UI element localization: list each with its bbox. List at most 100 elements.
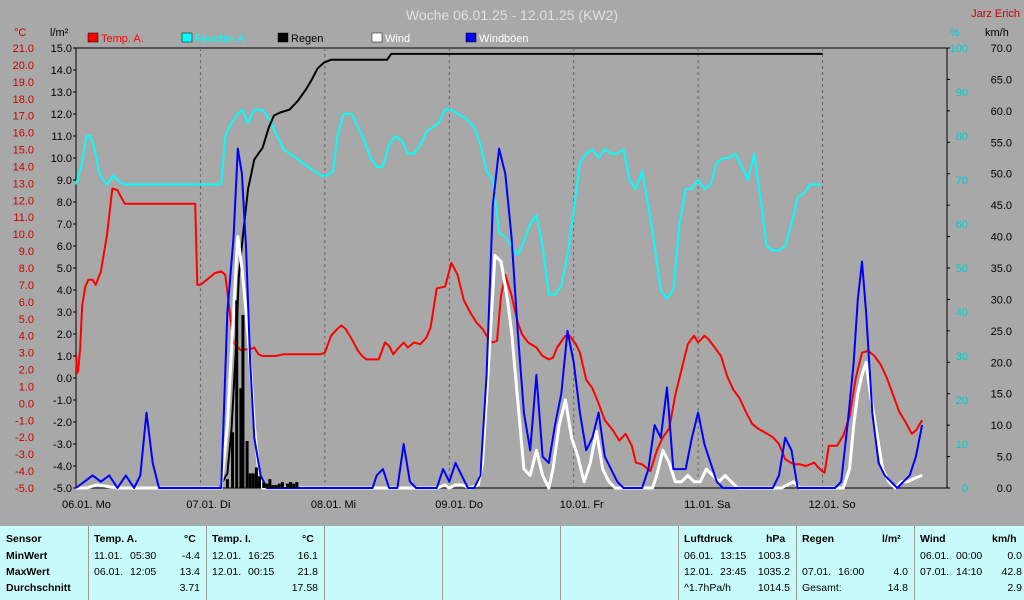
temp-a-max-value: 13.4 [179,566,200,578]
legend-label-temp: Temp. A. [101,33,144,45]
rain-max-time: 16:00 [838,566,865,578]
wind-tick-label: 50.0 [991,169,1012,181]
temp-i-min-value: 16.1 [297,550,318,562]
temp-tick-label: 4.0 [19,331,34,343]
x-tick-label: 10.01. Fr [560,499,604,511]
temp-a-unit: °C [184,533,196,545]
legend-label-hum: Feuchte A. [195,33,248,45]
temp-tick-label: 10.0 [13,229,34,241]
temp-tick-label: 15.0 [13,145,34,157]
wind-tick-label: 60.0 [991,106,1012,118]
temp-tick-label: -2.0 [15,432,34,444]
humidity-tick-label: 50 [956,263,968,275]
pressure-trend: ^1.7hPa/h [684,582,731,594]
humidity-tick-label: 60 [956,219,968,231]
row-label-max: MaxWert [6,566,50,578]
rain-bar [231,432,235,488]
rain-bar [292,483,296,488]
rain-tick-label: 11.0 [51,131,72,143]
x-tick-label: 06.01. Mo [62,499,111,511]
rain-bar [235,300,239,488]
sensor-header: Sensor [6,533,42,545]
rain-bar [286,483,290,488]
temp-unit-label: °C [14,27,26,39]
temp-tick-label: 2.0 [19,365,34,377]
rain-bar [265,483,269,488]
wind-tick-label: 5.0 [997,452,1012,464]
temp-a-max-date: 06.01. [94,566,124,578]
temp-tick-label: 18.0 [13,94,34,106]
rain-total-label: Gesamt: [802,582,842,594]
legend-label-gust: Windböen [479,33,529,45]
humidity-tick-label: 30 [956,351,968,363]
rain-tick-label: 12.0 [51,109,72,121]
temp-tick-label: -3.0 [15,449,34,461]
wind-tick-label: 65.0 [991,74,1012,86]
separator [678,526,679,600]
rain-tick-label: -5.0 [53,483,72,495]
wind-tick-label: 0.0 [997,483,1012,495]
chart-title: Woche 06.01.25 - 12.01.25 (KW2) [406,7,618,23]
temp-i-min-time: 16:25 [248,550,275,562]
temp-a-max-time: 12:05 [130,566,157,578]
rain-tick-label: 13.0 [51,87,72,99]
temp-tick-label: 5.0 [19,314,34,326]
author-label: Jarz Erich [971,8,1020,20]
wind-tick-label: 10.0 [991,420,1012,432]
temp-tick-label: 7.0 [19,280,34,292]
x-tick-label: 09.01. Do [435,499,483,511]
rain-bar [254,467,258,488]
rain-max-value: 4.0 [893,566,908,578]
temp-tick-label: 19.0 [13,77,34,89]
temp-a-min-value: -4.4 [181,550,200,562]
wind-max-date: 07.01. [920,566,950,578]
legend-swatch-temp [87,32,99,43]
wind-tick-label: 70.0 [991,43,1012,55]
x-tick-label: 08.01. Mi [311,499,356,511]
legend-swatch-rain [277,32,289,43]
rain-bar [262,482,266,488]
legend: Temp. A. Feuchte A. Regen Wind Windböen [87,32,529,45]
legend-swatch-gust [465,32,477,43]
series-line-gust [75,147,924,489]
wind-tick-label: 30.0 [991,294,1012,306]
rain-header: Regen [802,533,835,545]
rain-max-date: 07.01. [802,566,832,578]
pressure-min-date: 06.01. [684,550,714,562]
series-line-rain [218,52,823,489]
rain-bar [245,441,249,488]
rain-tick-label: 8.0 [57,197,72,209]
temp-tick-label: 21.0 [13,43,34,55]
plot-area [75,47,948,489]
temp-a-min-date: 11.01. [94,550,123,562]
temp-tick-label: 16.0 [13,128,34,140]
temp-tick-label: 11.0 [13,212,34,224]
temp-tick-label: 1.0 [19,381,34,393]
humidity-tick-label: 70 [956,175,968,187]
rain-bar [268,479,272,488]
rain-bar [241,314,245,488]
wind-unit: km/h [992,533,1017,545]
separator [324,526,325,600]
rain-tick-label: 15.0 [51,43,72,55]
humidity-tick-label: 0 [962,483,968,495]
rain-bars [225,300,299,488]
rain-bar [248,473,252,488]
rain-tick-label: -2.0 [53,417,72,429]
temp-tick-label: 3.0 [19,348,34,360]
wind-max-value: 42.8 [1001,566,1022,578]
wind-tick-label: 35.0 [991,263,1012,275]
rain-tick-label: 9.0 [57,175,72,187]
separator [914,526,915,600]
wind-tick-label: 25.0 [991,326,1012,338]
rain-bar [258,476,262,488]
rain-tick-label: -1.0 [53,395,72,407]
wind-tick-label: 55.0 [991,137,1012,149]
rain-tick-label: -3.0 [53,439,72,451]
temp-tick-label: 13.0 [13,178,34,190]
rain-tick-label: 6.0 [57,241,72,253]
pressure-header: Luftdruck [684,533,733,545]
temp-tick-label: 12.0 [13,195,34,207]
temp-i-unit: °C [302,533,314,545]
rain-bar [277,483,281,488]
